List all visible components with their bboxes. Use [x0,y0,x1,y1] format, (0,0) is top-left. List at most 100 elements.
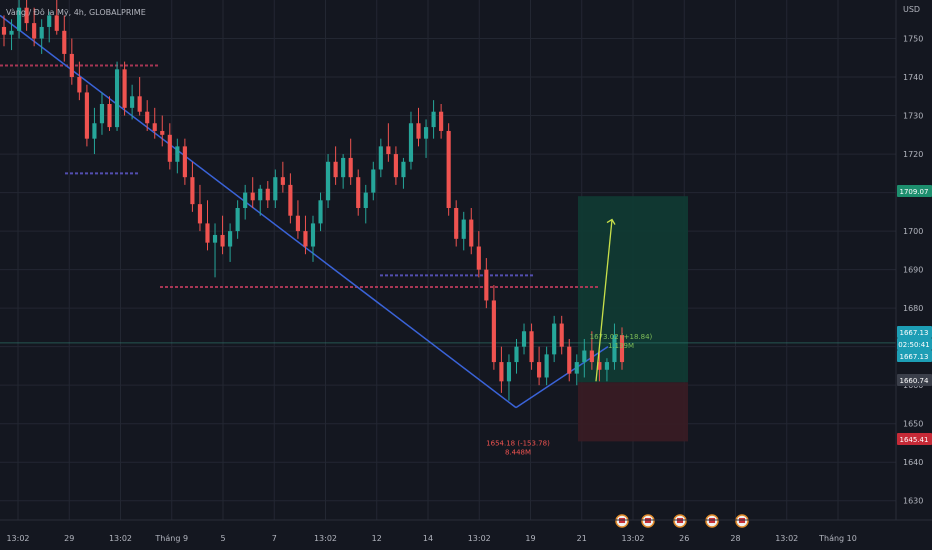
candle-body [484,269,489,301]
x-tick-label: 29 [64,534,74,543]
candle-body [107,104,112,128]
x-tick-label: 13:02 [109,534,132,543]
y-tick-label: 1630 [903,497,923,506]
candles [1,0,625,401]
candle-body [228,231,233,247]
candle-body [446,130,451,208]
candle-body [205,223,210,243]
candle-body [356,177,361,208]
candle-body [491,300,496,363]
candle-body [114,69,120,128]
x-tick-label: 13:02 [621,534,644,543]
candle-body [182,146,187,178]
candle-body [190,177,195,205]
y-tick-label: 1730 [903,112,923,121]
candle-body [62,30,67,54]
candle-body [175,146,180,162]
x-tick-label: 28 [730,534,740,543]
y-tick-label: 1690 [903,266,923,275]
candle-body [145,111,150,124]
high-annotation-volume: 1.139M [608,342,634,350]
price-badge [897,374,932,386]
price-badge-label: 02:50:41 [898,341,929,349]
candle-body [559,323,564,347]
candle-body [416,123,421,139]
candle-body [47,15,52,27]
candle-body [137,96,142,112]
high-annotation-price: 1673.02 (+18.84) [590,333,653,341]
x-tick-label: Tháng 9 [154,534,188,543]
low-annotation-price: 1654.18 (-153.78) [486,440,550,448]
price-badge [897,326,932,338]
candle-body [220,234,225,247]
candle-body [310,223,316,247]
candle-body [597,362,602,370]
candle-body [363,192,368,208]
time-axis[interactable]: 13:02 29 13:02 Tháng 9 5 7 13:02 12 14 13:02 19 21 1… [6,534,856,543]
currency-label: USD [903,5,920,14]
y-tick-label: 1700 [903,227,923,236]
candle-body [122,69,127,108]
candle-body [401,161,406,178]
candle-body [160,130,165,135]
candle-body [167,134,172,162]
candle-body [612,335,617,363]
y-tick-label: 1720 [903,150,923,159]
x-tick-label: 14 [423,534,433,543]
candle-body [39,26,44,39]
projection-arrow-head [606,218,616,225]
candle-body [393,154,398,178]
target-zone [578,196,688,383]
candle-body [371,169,376,193]
price-badge [897,433,932,445]
candle-body [461,219,466,239]
x-tick-label: 21 [577,534,587,543]
y-tick-label: 1750 [903,35,923,44]
grid [0,0,896,520]
x-tick-label: 7 [272,534,277,543]
price-badge-label: 1645.41 [900,436,929,444]
candle-body [567,346,572,374]
candle-body [341,157,346,178]
candle-body [295,215,300,232]
candle-body [386,146,391,155]
trend-line-down [0,14,517,409]
candle-body [265,188,270,201]
candle-body [348,157,353,178]
candle-body [17,7,22,31]
candle-body [24,7,29,24]
candle-body [318,200,323,224]
annotations: 1654.18 (-153.78)8.448M 1673.02 (+18.84)1… [486,218,653,457]
projection-arrow [595,219,613,382]
stop-zone [578,382,688,442]
candle-body [1,26,7,35]
candle-body [378,146,383,170]
event-markers [615,514,749,528]
candle-body [529,331,534,363]
price-badge [897,350,932,362]
price-badge-label: 1667.13 [900,353,929,361]
candle-body [589,350,594,363]
candle-body [54,15,59,31]
candle-body [544,354,549,378]
candle-body [423,127,429,139]
candle-body [514,346,519,363]
candle-body [454,208,459,239]
candle-body [130,96,135,108]
low-annotation-volume: 8.448M [505,449,531,457]
candle-body [250,192,255,201]
candle-body [152,123,157,131]
candle-body [77,77,82,93]
candle-body [582,350,587,363]
candle-body [408,123,414,162]
candle-body [280,177,285,185]
price-badge-label: 1709.07 [900,188,929,196]
y-tick-label: 1650 [903,420,923,429]
y-tick-label: 1640 [903,458,923,467]
x-tick-label: 12 [372,534,382,543]
price-badge [897,185,932,197]
x-tick-label: 13:02 [468,534,491,543]
price-badge-label: 1667.13 [900,329,929,337]
